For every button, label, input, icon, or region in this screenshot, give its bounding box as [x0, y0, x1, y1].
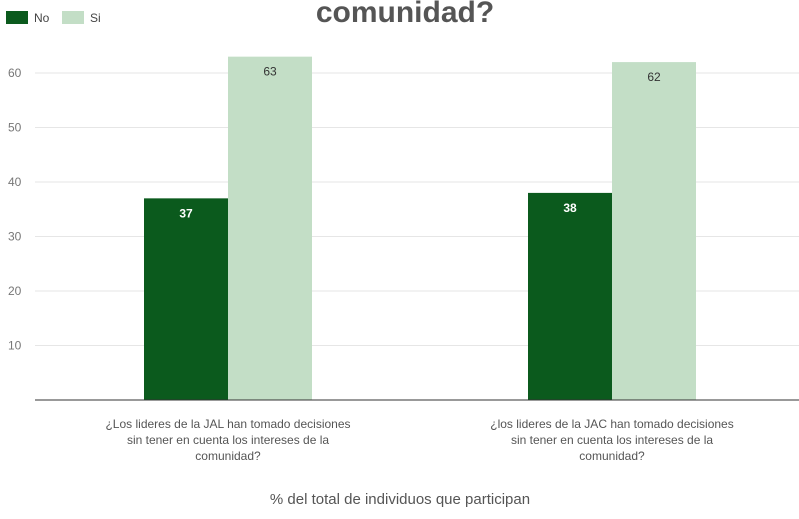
bar-si-2	[612, 62, 696, 400]
chart-title: comunidad?	[316, 0, 494, 29]
x-axis-label: % del total de individuos que participan	[270, 491, 530, 508]
legend: No Si	[6, 11, 101, 25]
y-tick-label: 60	[8, 66, 22, 80]
bar-no-2	[528, 192, 612, 400]
legend-label-no: No	[34, 11, 50, 25]
category-label-line: comunidad?	[195, 449, 261, 463]
data-label-si-2: 62	[647, 70, 661, 84]
bar-no-1	[144, 198, 228, 400]
legend-swatch-no	[6, 11, 28, 24]
y-tick-label: 30	[8, 230, 22, 244]
bar-si-1	[228, 56, 312, 401]
y-axis-ticks: 10 20 30 40 50 60	[8, 66, 22, 353]
category-label-1: ¿Los lideres de la JAL han tomado decisi…	[105, 417, 350, 463]
bars	[144, 56, 696, 401]
y-tick-label: 10	[8, 339, 22, 353]
data-label-no-2: 38	[563, 201, 577, 215]
category-labels: ¿Los lideres de la JAL han tomado decisi…	[105, 417, 733, 463]
data-label-no-1: 37	[179, 206, 193, 220]
legend-swatch-si	[62, 11, 84, 24]
category-label-line: sin tener en cuenta los intereses de la	[127, 433, 329, 447]
category-label-2: ¿los lideres de la JAC han tomado decisi…	[490, 417, 733, 463]
y-tick-label: 40	[8, 175, 22, 189]
data-labels: 37 38 63 62	[179, 65, 661, 221]
category-label-line: ¿los lideres de la JAC han tomado decisi…	[490, 417, 733, 431]
y-tick-label: 20	[8, 284, 22, 298]
category-label-line: sin tener en cuenta los intereses de la	[511, 433, 713, 447]
legend-label-si: Si	[90, 11, 101, 25]
category-label-line: comunidad?	[579, 449, 645, 463]
y-tick-label: 50	[8, 121, 22, 135]
data-label-si-1: 63	[263, 65, 277, 79]
category-label-line: ¿Los lideres de la JAL han tomado decisi…	[105, 417, 350, 431]
